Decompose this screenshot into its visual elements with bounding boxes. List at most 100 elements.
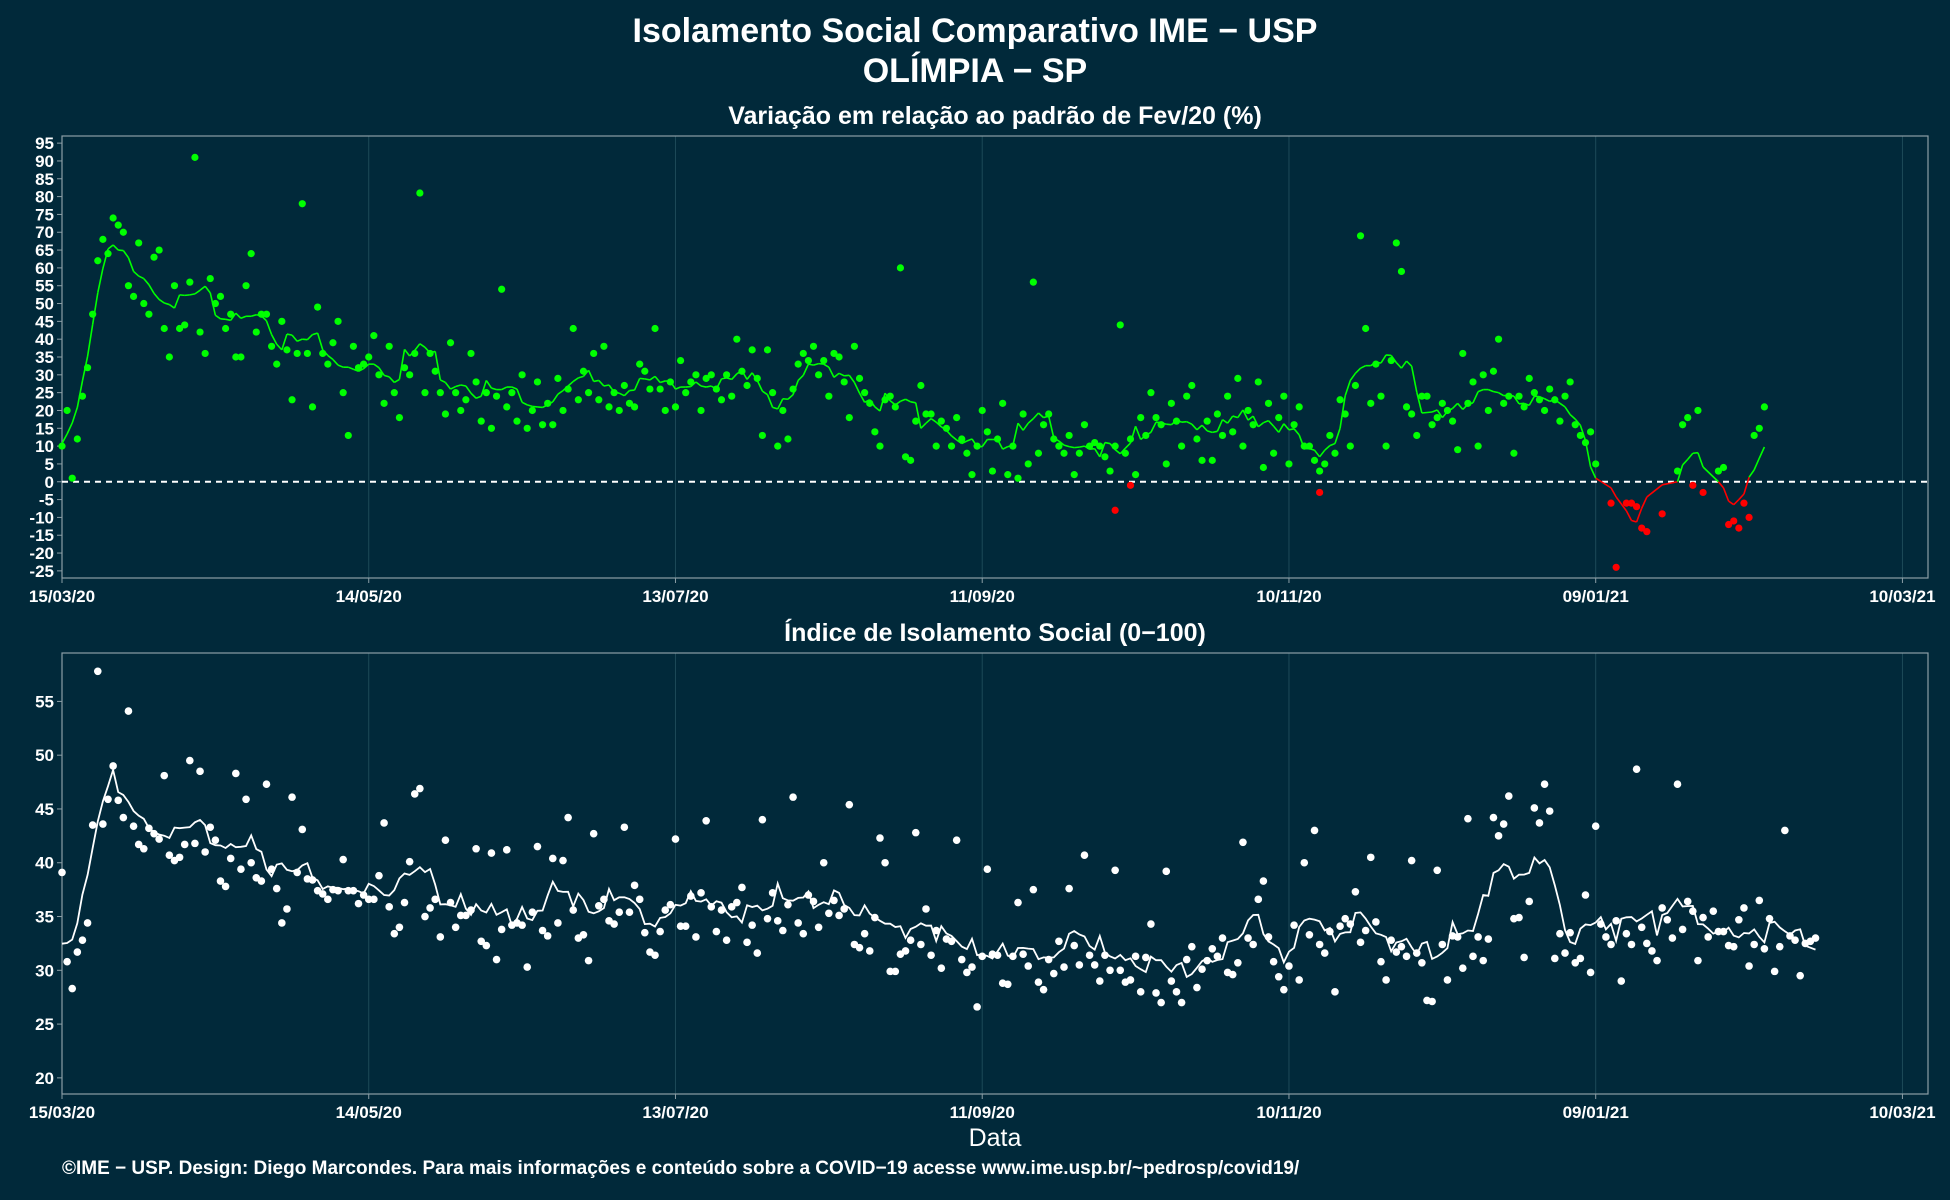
data-point [1310, 456, 1319, 464]
y-tick-label: 35 [35, 908, 54, 927]
chart-subtitle: OLÍMPIA − SP [862, 52, 1088, 90]
data-point [973, 442, 981, 450]
data-point [1366, 853, 1375, 862]
data-point [324, 895, 332, 904]
data-point [860, 929, 869, 938]
data-point [1418, 392, 1426, 400]
data-point [717, 396, 726, 404]
data-point [410, 790, 419, 798]
data-point [257, 877, 266, 885]
y-tick-label: 5 [45, 455, 54, 474]
data-point [1791, 936, 1799, 944]
data-point [472, 378, 480, 386]
data-point [1535, 396, 1544, 404]
data-point [1811, 934, 1820, 942]
data-point [564, 385, 572, 393]
data-point [1704, 933, 1712, 941]
data-point [712, 927, 721, 936]
trend-line-segment [1191, 423, 1198, 431]
data-point [809, 342, 818, 350]
trend-line-segment [291, 334, 298, 342]
data-point [743, 938, 751, 947]
data-point [1034, 449, 1043, 457]
data-point [1090, 961, 1099, 969]
data-point [687, 892, 695, 900]
trend-line-segment [1758, 446, 1766, 459]
data-point [1576, 431, 1584, 440]
data-point [1694, 406, 1702, 415]
data-point [595, 396, 603, 404]
trend-line-segment [1646, 484, 1663, 498]
data-point [1034, 978, 1043, 986]
trend-line-segment [1640, 496, 1648, 509]
data-point [360, 360, 368, 368]
data-point [1106, 966, 1114, 975]
trend-line-segment [1635, 507, 1643, 523]
data-point [957, 955, 966, 964]
data-point [1719, 463, 1728, 472]
trend-line-segment [388, 376, 395, 384]
data-point [426, 904, 434, 912]
data-point [1193, 435, 1201, 443]
data-point [1597, 920, 1605, 928]
data-point [620, 381, 628, 390]
plot-frame [61, 135, 1929, 579]
data-point [1157, 998, 1165, 1007]
data-point [124, 707, 133, 715]
trend-line-segment [900, 398, 906, 403]
data-point [1208, 944, 1217, 953]
data-point [114, 796, 123, 805]
data-point [559, 406, 567, 415]
trend-line-segment [516, 388, 523, 403]
trend-line-segment [148, 284, 155, 294]
data-point [1602, 933, 1610, 941]
data-point [1331, 988, 1339, 996]
data-point [1474, 933, 1482, 941]
data-point [1760, 403, 1769, 411]
data-point [1239, 442, 1247, 450]
data-point [871, 428, 879, 436]
data-point [73, 435, 81, 443]
y-tick-label: 45 [35, 312, 54, 331]
data-point [779, 926, 787, 935]
trend-line-segment [302, 338, 308, 341]
data-point [1213, 952, 1222, 961]
data-point [303, 349, 311, 358]
data-point [1198, 965, 1206, 974]
data-point [1648, 947, 1656, 955]
data-point [395, 923, 404, 932]
data-point [528, 908, 537, 917]
trend-line-segment [235, 312, 242, 319]
data-point [1653, 956, 1661, 965]
data-point [1387, 356, 1395, 365]
data-point [237, 865, 245, 873]
data-point [1494, 832, 1503, 840]
data-point [774, 442, 782, 450]
trend-line-segment [276, 343, 283, 351]
trend-line-segment [403, 348, 411, 357]
data-point [451, 923, 460, 932]
data-point [1725, 520, 1733, 529]
trend-line-segment [802, 363, 810, 376]
data-point [978, 406, 986, 415]
data-point [242, 795, 250, 804]
data-point [1085, 442, 1094, 450]
data-point [1607, 940, 1615, 949]
data-point [1372, 360, 1380, 368]
data-point [544, 399, 552, 407]
trend-line-segment [956, 439, 963, 445]
data-point [1397, 942, 1406, 951]
data-point [1740, 499, 1748, 507]
data-point [155, 835, 163, 843]
data-point [324, 360, 332, 368]
data-point [1367, 399, 1375, 407]
data-point [298, 825, 307, 834]
data-point [937, 964, 946, 972]
trend-line-segment [1329, 442, 1336, 447]
data-point [1627, 940, 1636, 949]
data-point [548, 854, 557, 863]
data-point [1147, 920, 1155, 928]
trend-line-segment [127, 257, 135, 272]
data-point [227, 310, 235, 318]
trend-line-segment [71, 407, 79, 424]
